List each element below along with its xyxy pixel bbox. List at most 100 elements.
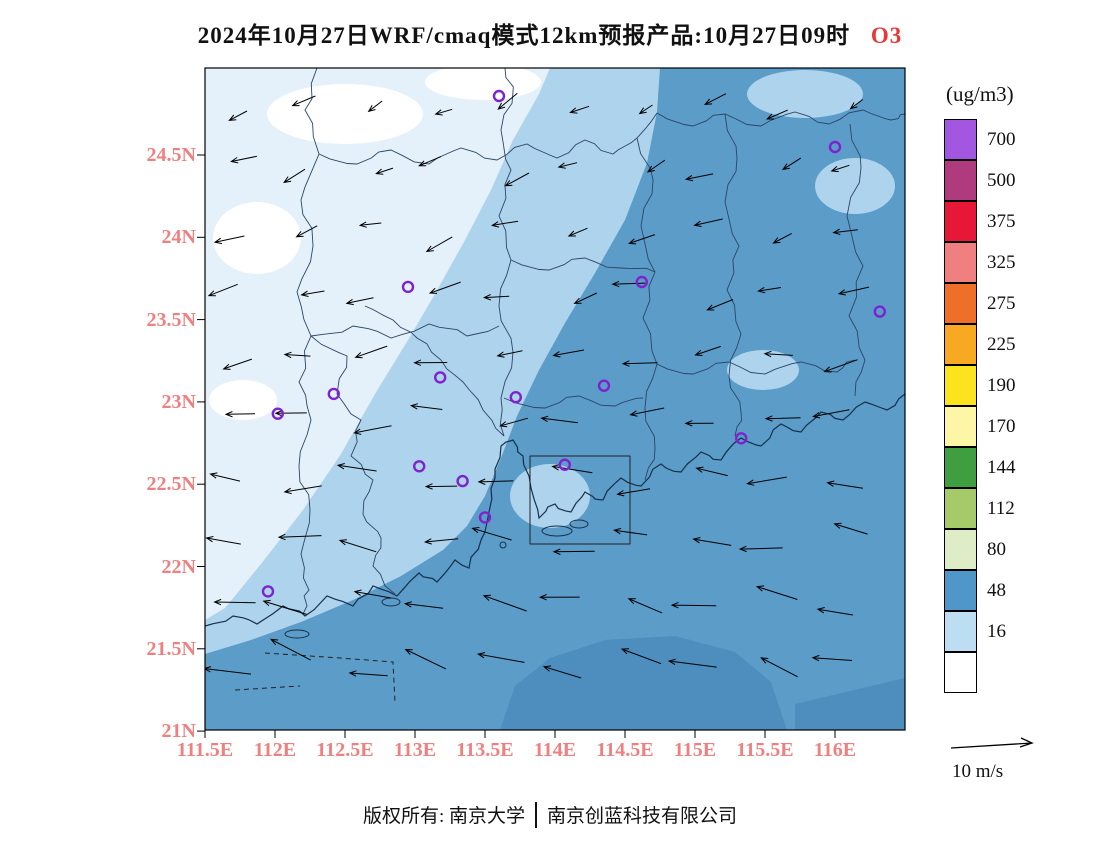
legend-swatch	[944, 241, 977, 283]
legend-level-row: 170	[944, 405, 1096, 447]
wind-arrow	[772, 232, 792, 244]
wind-arrow	[552, 548, 595, 555]
wind-arrow	[283, 168, 306, 184]
lat-tick-label: 23.5N	[146, 308, 196, 331]
city-station-marker	[456, 474, 469, 488]
lon-tick-label: 116E	[813, 739, 857, 761]
wind-arrow	[738, 545, 783, 553]
legend-level-label: 170	[987, 415, 1016, 437]
wind-arrow	[228, 110, 248, 122]
wind-arrow	[353, 589, 392, 599]
o3-light-patch	[747, 70, 863, 118]
o3-white-patch	[425, 68, 541, 100]
wind-arrow	[295, 225, 318, 238]
legend-swatch	[944, 159, 977, 201]
admin-boundary	[656, 359, 856, 375]
wind-arrow	[230, 155, 257, 164]
city-station-marker	[433, 371, 447, 384]
legend-level-label: 144	[987, 456, 1016, 478]
wind-arrow	[358, 221, 382, 228]
lon-tick-label: 112.5E	[316, 739, 374, 761]
wind-arrow	[816, 607, 853, 616]
wind-arrow	[277, 533, 322, 541]
lat-tick-label: 21N	[161, 720, 196, 743]
wind-arrow	[569, 105, 590, 114]
city-station-marker	[597, 379, 611, 392]
admin-boundary	[636, 137, 658, 481]
admin-boundary	[656, 109, 905, 127]
footer-left-text: 版权所有: 南京大学	[362, 806, 525, 827]
wind-arrow	[757, 286, 782, 294]
o3-light-patch	[727, 350, 799, 390]
wind-arrow	[409, 403, 443, 410]
o3-white-patch	[213, 202, 301, 274]
city-station-marker	[492, 89, 506, 103]
page-title: 2024年10月27日WRF/cmaq模式12km预报产品:10月27日09时 …	[0, 16, 1100, 50]
lon-tick-label: 111.5E	[176, 739, 234, 761]
wind-arrow	[646, 159, 666, 173]
lat-tick-label: 22.5N	[146, 473, 196, 496]
lat-tick-label: 23N	[161, 390, 196, 413]
wind-arrow	[336, 463, 377, 472]
wind-arrow	[667, 658, 717, 668]
wind-arrow	[375, 167, 394, 175]
admin-boundary	[846, 123, 866, 397]
wind-arrow	[424, 483, 458, 490]
admin-boundary	[724, 113, 743, 437]
wind-arrow	[205, 666, 252, 675]
legend-swatch	[944, 323, 977, 365]
footer-right-text: 南京创蓝科技有限公司	[547, 806, 738, 827]
wind-arrow	[428, 281, 461, 294]
wind-arrow	[269, 638, 311, 661]
legend-swatch	[944, 610, 977, 652]
wind-arrow	[692, 537, 732, 546]
wind-arrow	[849, 99, 864, 110]
wind-arrow	[300, 290, 325, 297]
lat-tick-label: 22N	[161, 555, 196, 578]
legend-swatch	[944, 528, 977, 570]
legend-level-label: 112	[987, 497, 1015, 519]
wind-arrow	[695, 466, 728, 477]
city-station-marker	[509, 391, 522, 404]
wind-arrow	[703, 93, 727, 105]
legend-swatch	[944, 487, 977, 529]
wind-arrow	[540, 415, 578, 424]
wind-arrow	[283, 351, 311, 359]
wind-arrow	[345, 297, 374, 306]
o3-band-below-16	[205, 68, 550, 620]
city-station-marker	[401, 280, 415, 294]
lon-tick-label: 113E	[393, 739, 437, 761]
legend-level-row: 700	[944, 119, 1096, 160]
wind-arrow	[811, 654, 853, 662]
wind-arrow	[567, 227, 588, 237]
admin-boundary	[318, 112, 658, 165]
wind-arrow	[222, 358, 253, 370]
copyright-footer: 版权所有: 南京大学 南京创蓝科技有限公司	[0, 801, 1100, 828]
footer-divider	[535, 801, 537, 828]
wind-arrow	[274, 410, 307, 417]
wind-arrow	[354, 345, 388, 359]
wind-arrow	[425, 236, 453, 253]
wind-arrow	[638, 104, 653, 115]
wind-arrow	[684, 173, 714, 182]
legend-swatch	[944, 651, 977, 693]
wind-arrow	[812, 409, 850, 419]
wind-arrow	[423, 538, 459, 545]
axis-ticks	[197, 154, 836, 738]
wind-arrow	[611, 280, 646, 288]
legend-level-label: 16	[987, 620, 1006, 642]
city-station-marker	[271, 407, 285, 420]
legend-level-row: 80	[944, 528, 1096, 570]
legend-level-label: 80	[987, 538, 1006, 560]
wind-arrow	[627, 598, 663, 614]
legend-level-row: 144	[944, 446, 1096, 488]
wind-arrow	[542, 665, 582, 679]
wind-arrow	[477, 478, 514, 485]
wind-scale-label: 10 m/s	[952, 761, 1004, 782]
colorbar: 700 500 375 325 275 225 190 170 144 112 80 48 16	[944, 119, 1096, 693]
wind-arrow	[832, 228, 858, 235]
wind-arrow	[621, 360, 658, 367]
legend-level-row: 48	[944, 569, 1096, 611]
wind-arrow	[833, 522, 868, 535]
legend-level-row	[944, 651, 1096, 693]
